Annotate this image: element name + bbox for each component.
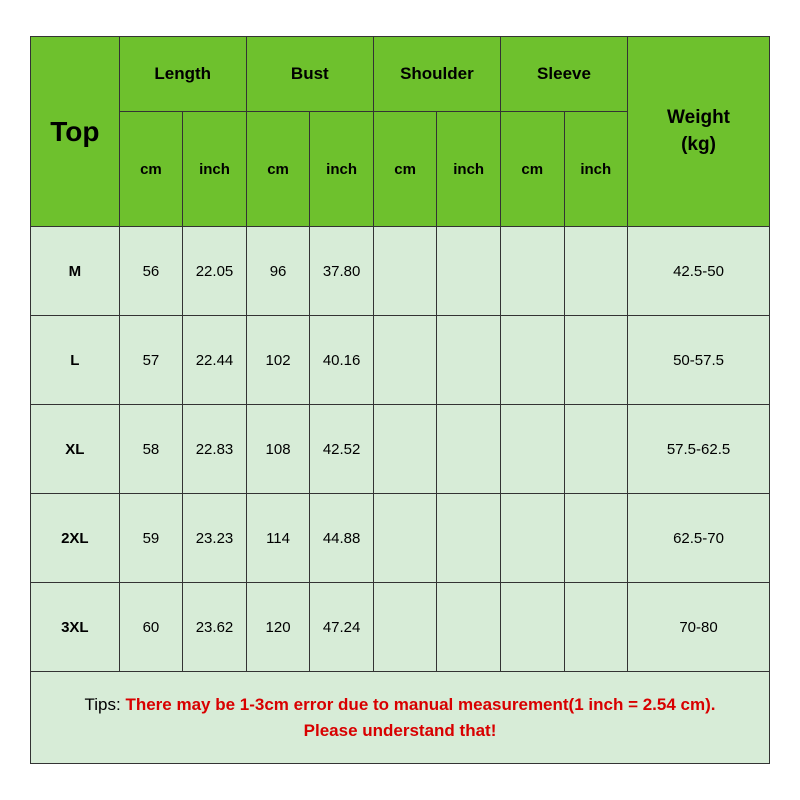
table-row: 2XL 59 23.23 114 44.88 62.5-70 bbox=[31, 494, 770, 583]
cell-length-in: 22.83 bbox=[183, 405, 247, 494]
cell-shoulder-in bbox=[437, 316, 501, 405]
cell-bust-cm: 108 bbox=[246, 405, 310, 494]
cell-length-cm: 59 bbox=[119, 494, 183, 583]
table-row: M 56 22.05 96 37.80 42.5-50 bbox=[31, 227, 770, 316]
table-row: L 57 22.44 102 40.16 50-57.5 bbox=[31, 316, 770, 405]
cell-length-cm: 58 bbox=[119, 405, 183, 494]
unit-length-cm: cm bbox=[119, 112, 183, 227]
cell-shoulder-cm bbox=[373, 494, 437, 583]
cell-bust-in: 42.52 bbox=[310, 405, 374, 494]
cell-length-in: 23.62 bbox=[183, 583, 247, 672]
cell-size: M bbox=[31, 227, 120, 316]
cell-length-in: 22.44 bbox=[183, 316, 247, 405]
weight-label-1: Weight bbox=[667, 107, 730, 128]
cell-shoulder-in bbox=[437, 405, 501, 494]
tips-row: Tips: There may be 1-3cm error due to ma… bbox=[31, 672, 770, 764]
cell-shoulder-in bbox=[437, 227, 501, 316]
unit-sleeve-cm: cm bbox=[500, 112, 564, 227]
cell-bust-in: 40.16 bbox=[310, 316, 374, 405]
cell-bust-cm: 96 bbox=[246, 227, 310, 316]
cell-bust-cm: 114 bbox=[246, 494, 310, 583]
cell-shoulder-cm bbox=[373, 227, 437, 316]
cell-bust-cm: 102 bbox=[246, 316, 310, 405]
cell-length-in: 22.05 bbox=[183, 227, 247, 316]
table-row: 3XL 60 23.62 120 47.24 70-80 bbox=[31, 583, 770, 672]
size-chart: Top Length Bust Shoulder Sleeve Weight (… bbox=[30, 36, 770, 764]
tips-label: Tips: bbox=[85, 695, 126, 714]
col-bust: Bust bbox=[246, 37, 373, 112]
tips-cell: Tips: There may be 1-3cm error due to ma… bbox=[31, 672, 770, 764]
cell-weight: 57.5-62.5 bbox=[628, 405, 770, 494]
unit-shoulder-in: inch bbox=[437, 112, 501, 227]
unit-length-in: inch bbox=[183, 112, 247, 227]
cell-length-cm: 57 bbox=[119, 316, 183, 405]
unit-shoulder-cm: cm bbox=[373, 112, 437, 227]
cell-bust-cm: 120 bbox=[246, 583, 310, 672]
tips-text: There may be 1-3cm error due to manual m… bbox=[125, 695, 715, 740]
col-length: Length bbox=[119, 37, 246, 112]
cell-sleeve-cm bbox=[500, 405, 564, 494]
col-weight: Weight (kg) bbox=[628, 37, 770, 227]
cell-bust-in: 47.24 bbox=[310, 583, 374, 672]
weight-label-2: (kg) bbox=[681, 134, 716, 155]
cell-sleeve-cm bbox=[500, 227, 564, 316]
cell-length-in: 23.23 bbox=[183, 494, 247, 583]
cell-length-cm: 56 bbox=[119, 227, 183, 316]
cell-shoulder-in bbox=[437, 494, 501, 583]
cell-weight: 62.5-70 bbox=[628, 494, 770, 583]
unit-bust-cm: cm bbox=[246, 112, 310, 227]
unit-bust-in: inch bbox=[310, 112, 374, 227]
cell-sleeve-in bbox=[564, 227, 628, 316]
cell-shoulder-cm bbox=[373, 405, 437, 494]
cell-length-cm: 60 bbox=[119, 583, 183, 672]
table-title: Top bbox=[31, 37, 120, 227]
col-sleeve: Sleeve bbox=[500, 37, 627, 112]
cell-size: XL bbox=[31, 405, 120, 494]
cell-size: 2XL bbox=[31, 494, 120, 583]
cell-shoulder-in bbox=[437, 583, 501, 672]
cell-weight: 50-57.5 bbox=[628, 316, 770, 405]
cell-shoulder-cm bbox=[373, 316, 437, 405]
cell-sleeve-cm bbox=[500, 583, 564, 672]
cell-sleeve-in bbox=[564, 494, 628, 583]
cell-shoulder-cm bbox=[373, 583, 437, 672]
size-table: Top Length Bust Shoulder Sleeve Weight (… bbox=[30, 36, 770, 764]
col-shoulder: Shoulder bbox=[373, 37, 500, 112]
table-row: XL 58 22.83 108 42.52 57.5-62.5 bbox=[31, 405, 770, 494]
cell-bust-in: 37.80 bbox=[310, 227, 374, 316]
cell-sleeve-cm bbox=[500, 494, 564, 583]
cell-size: L bbox=[31, 316, 120, 405]
cell-weight: 70-80 bbox=[628, 583, 770, 672]
cell-size: 3XL bbox=[31, 583, 120, 672]
cell-sleeve-cm bbox=[500, 316, 564, 405]
cell-sleeve-in bbox=[564, 583, 628, 672]
cell-weight: 42.5-50 bbox=[628, 227, 770, 316]
cell-sleeve-in bbox=[564, 316, 628, 405]
cell-sleeve-in bbox=[564, 405, 628, 494]
cell-bust-in: 44.88 bbox=[310, 494, 374, 583]
table-body: M 56 22.05 96 37.80 42.5-50 L 57 22.44 1… bbox=[31, 227, 770, 764]
unit-sleeve-in: inch bbox=[564, 112, 628, 227]
